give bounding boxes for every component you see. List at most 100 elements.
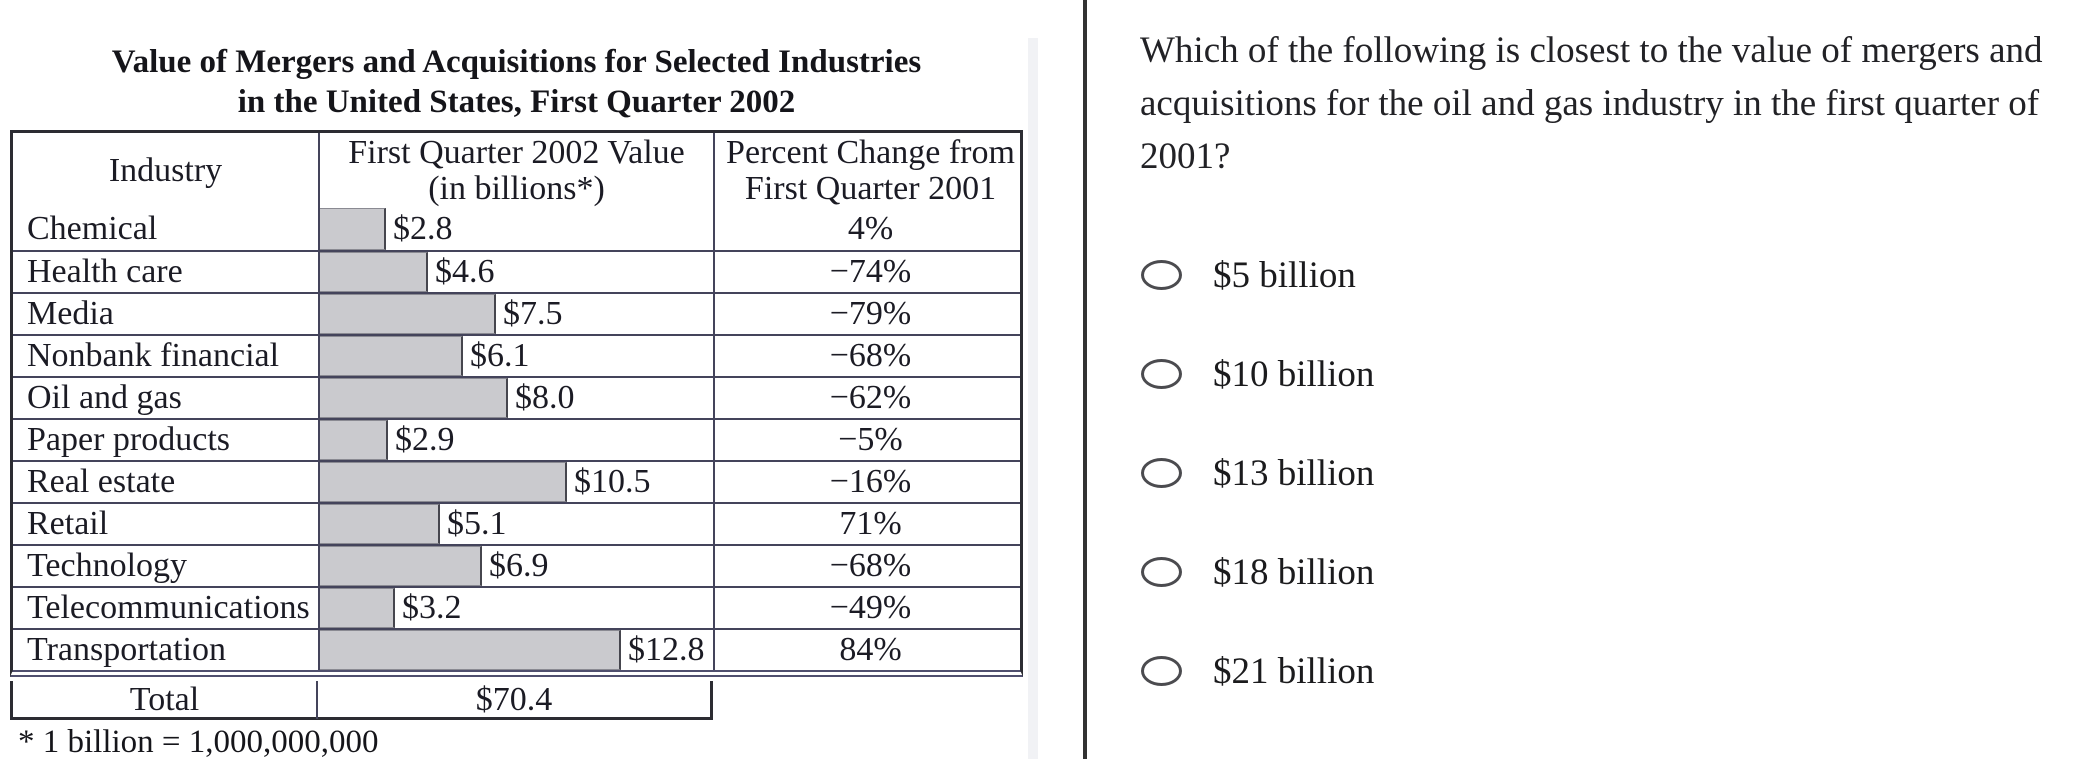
industry-cell: Health care <box>27 253 183 290</box>
value-label: $8.0 <box>515 379 575 416</box>
industry-cell: Telecommunications <box>27 589 310 626</box>
total-value: $70.4 <box>475 681 553 718</box>
value-cell: $6.9 <box>318 546 713 586</box>
answer-option[interactable]: $10 billion <box>1141 353 1374 395</box>
value-label: $2.8 <box>393 210 453 247</box>
radio-button-icon[interactable] <box>1141 557 1182 587</box>
radio-button-icon[interactable] <box>1141 458 1182 488</box>
col-header-value: First Quarter 2002 Value (in billions*) <box>318 133 713 208</box>
question-line1: Which of the following is closest to the… <box>1140 30 2043 71</box>
total-label: Total <box>13 681 318 719</box>
radio-button-icon[interactable] <box>1141 359 1182 389</box>
question-line2: acquisitions for the oil and gas industr… <box>1140 83 2040 124</box>
value-bar <box>320 378 508 418</box>
value-bar <box>320 336 463 376</box>
col-header-value-line1: First Quarter 2002 Value <box>348 133 685 171</box>
table-row: Nonbank financial $6.1 −68% <box>13 334 1020 376</box>
col-header-change: Percent Change from First Quarter 2001 <box>713 133 1026 208</box>
question-text: Which of the following is closest to the… <box>1140 24 2080 183</box>
value-label: $3.2 <box>402 589 462 626</box>
value-bar <box>320 546 482 586</box>
percent-change-cell: −5% <box>713 420 1026 460</box>
value-cell: $10.5 <box>318 462 713 502</box>
percent-change-cell: 84% <box>713 630 1026 670</box>
value-cell: $5.1 <box>318 504 713 544</box>
table-row: Transportation $12.8 84% <box>13 628 1020 670</box>
table-total-row: Total $70.4 <box>10 681 713 720</box>
value-label: $10.5 <box>574 463 651 500</box>
answer-option[interactable]: $5 billion <box>1141 254 1356 296</box>
value-bar <box>320 252 428 292</box>
value-label: $7.5 <box>503 295 563 332</box>
table-body: Chemical $2.8 4% Health care $4.6 −74% Media $7… <box>13 208 1020 670</box>
value-cell: $6.1 <box>318 336 713 376</box>
table-row: Technology $6.9 −68% <box>13 544 1020 586</box>
radio-button-icon[interactable] <box>1141 656 1182 686</box>
answer-option-label: $10 billion <box>1213 353 1375 395</box>
value-label: $2.9 <box>395 421 455 458</box>
industry-cell: Media <box>27 295 114 332</box>
col-header-value-line2: (in billions*) <box>428 169 605 207</box>
answer-option-label: $21 billion <box>1213 650 1375 692</box>
radio-button-icon[interactable] <box>1141 260 1182 290</box>
figure-title: Value of Mergers and Acquisitions for Se… <box>10 42 1023 122</box>
value-cell: $7.5 <box>318 294 713 334</box>
answer-option-label: $5 billion <box>1213 254 1356 296</box>
ma-value-table: Industry First Quarter 2002 Value (in bi… <box>10 130 1023 677</box>
figure-panel: Value of Mergers and Acquisitions for Se… <box>0 0 1083 759</box>
answer-option[interactable]: $18 billion <box>1141 551 1374 593</box>
value-cell: $3.2 <box>318 588 713 628</box>
percent-change-cell: −74% <box>713 252 1026 292</box>
figure-title-line2: in the United States, First Quarter 2002 <box>237 84 796 120</box>
percent-change-cell: −49% <box>713 588 1026 628</box>
table-row: Media $7.5 −79% <box>13 292 1020 334</box>
table-header-row: Industry First Quarter 2002 Value (in bi… <box>13 133 1020 208</box>
table-row: Retail $5.1 71% <box>13 502 1020 544</box>
industry-cell: Chemical <box>27 210 158 247</box>
industry-cell: Oil and gas <box>27 379 182 416</box>
percent-change-cell: −79% <box>713 294 1026 334</box>
col-header-change-line1: Percent Change from <box>726 133 1015 171</box>
value-bar <box>320 420 388 460</box>
industry-cell: Real estate <box>27 463 176 500</box>
value-cell: $8.0 <box>318 378 713 418</box>
table-row: Paper products $2.9 −5% <box>13 418 1020 460</box>
table-row: Real estate $10.5 −16% <box>13 460 1020 502</box>
answer-option[interactable]: $21 billion <box>1141 650 1374 692</box>
value-bar <box>320 462 567 502</box>
col-header-industry: Industry <box>13 133 318 208</box>
value-bar <box>320 294 496 334</box>
table-row: Telecommunications $3.2 −49% <box>13 586 1020 628</box>
value-cell: $2.9 <box>318 420 713 460</box>
col-header-industry-label: Industry <box>108 151 223 189</box>
figure-footnote: * 1 billion = 1,000,000,000 <box>18 724 379 759</box>
percent-change-cell: 4% <box>713 208 1026 250</box>
percent-change-cell: −16% <box>713 462 1026 502</box>
industry-cell: Nonbank financial <box>27 337 280 374</box>
percent-change-cell: −68% <box>713 546 1026 586</box>
col-header-change-line2: First Quarter 2001 <box>744 169 997 207</box>
value-label: $5.1 <box>447 505 507 542</box>
value-label: $6.9 <box>489 547 549 584</box>
table-row: Oil and gas $8.0 −62% <box>13 376 1020 418</box>
industry-cell: Paper products <box>27 421 231 458</box>
value-cell: $4.6 <box>318 252 713 292</box>
panel-divider <box>1083 0 1087 759</box>
answer-option[interactable]: $13 billion <box>1141 452 1374 494</box>
scan-edge-strip <box>1028 38 1038 759</box>
answer-option-label: $13 billion <box>1213 452 1375 494</box>
answer-option-label: $18 billion <box>1213 551 1375 593</box>
value-cell: $12.8 <box>318 630 713 670</box>
value-bar <box>320 208 386 250</box>
industry-cell: Transportation <box>27 631 226 668</box>
table-row: Chemical $2.8 4% <box>13 208 1020 250</box>
figure-title-line1: Value of Mergers and Acquisitions for Se… <box>111 44 922 80</box>
percent-change-cell: 71% <box>713 504 1026 544</box>
value-bar <box>320 630 621 670</box>
percent-change-cell: −68% <box>713 336 1026 376</box>
value-bar <box>320 504 440 544</box>
value-bar <box>320 588 395 628</box>
value-label: $6.1 <box>470 337 530 374</box>
value-cell: $2.8 <box>318 208 713 250</box>
